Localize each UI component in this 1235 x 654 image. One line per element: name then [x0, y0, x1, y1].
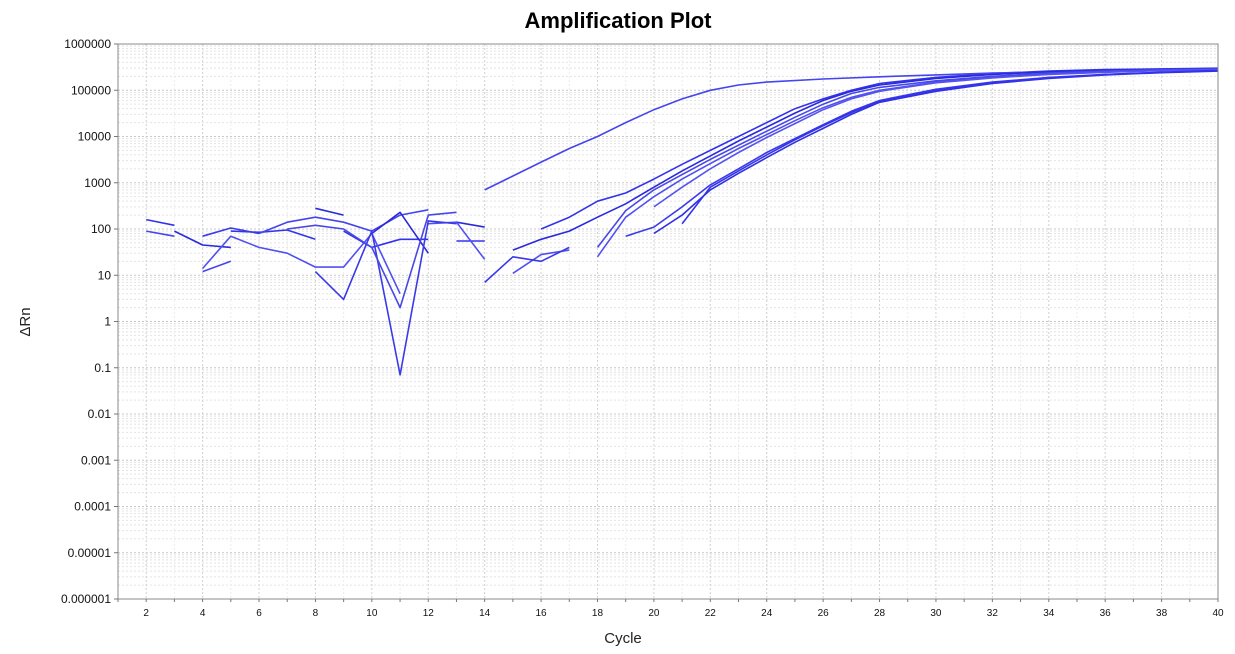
x-tick-label: 28	[874, 608, 886, 619]
y-axis: 1000000 100000 10000 1000 100 10 1 0.1 0.01 0.001…	[61, 37, 118, 606]
series-line-2	[146, 230, 175, 237]
x-tick-label: 16	[536, 608, 548, 619]
series-line-6	[287, 211, 457, 309]
y-tick-label: 1000	[84, 176, 111, 190]
x-tick-label: 30	[930, 608, 942, 619]
x-tick-label: 14	[479, 608, 491, 619]
series-line-9	[681, 69, 1219, 225]
x-tick-label: 36	[1100, 608, 1112, 619]
series-line-3	[456, 221, 485, 228]
chart-title: Amplification Plot	[525, 8, 713, 33]
series-line-4	[201, 232, 401, 295]
x-tick-label: 8	[313, 608, 319, 619]
y-tick-label: 100000	[71, 83, 111, 97]
x-tick-label: 34	[1043, 608, 1055, 619]
series-line-3	[315, 207, 344, 216]
y-tick-label: 10	[98, 268, 112, 282]
y-tick-label: 0.01	[88, 407, 112, 421]
x-tick-label: 10	[366, 608, 378, 619]
series-line-1	[146, 218, 175, 227]
x-axis-label: Cycle	[604, 630, 642, 647]
series-line-5	[202, 227, 260, 237]
x-tick-label: 18	[592, 608, 604, 619]
x-tick-label: 6	[256, 608, 262, 619]
x-tick-label: 12	[423, 608, 435, 619]
y-tick-label: 0.001	[81, 453, 111, 467]
y-tick-label: 0.000001	[61, 592, 111, 606]
series-line-5	[314, 220, 457, 376]
y-tick-label: 1000000	[64, 37, 111, 51]
x-tick-label: 24	[761, 608, 773, 619]
series-line-2	[202, 260, 232, 273]
x-tick-label: 40	[1212, 608, 1224, 619]
series-line-6	[596, 68, 1219, 248]
x-axis: 2 4 6 8 10 12 14 16 18 20 22 24 26 28 30 32 34 36 38 40	[117, 599, 1224, 619]
y-tick-label: 10000	[78, 130, 112, 144]
x-tick-label: 22	[705, 608, 717, 619]
series-line-5	[484, 246, 570, 283]
y-tick-label: 1	[104, 315, 111, 329]
y-tick-label: 100	[91, 222, 111, 236]
x-tick-label: 20	[648, 608, 660, 619]
x-tick-label: 32	[987, 608, 999, 619]
series-line-3	[371, 211, 429, 254]
series-line-1	[230, 229, 316, 241]
y-axis-label: ΔRn	[17, 307, 34, 336]
x-tick-label: 26	[818, 608, 830, 619]
series-line-1	[343, 230, 429, 249]
y-tick-label: 0.1	[94, 361, 111, 375]
grid-major	[118, 43, 1219, 600]
series-line-3	[512, 67, 1219, 251]
x-tick-label: 2	[143, 608, 149, 619]
y-tick-label: 0.0001	[74, 500, 111, 514]
x-tick-label: 38	[1156, 608, 1168, 619]
series-line-2	[258, 209, 429, 235]
series-layer	[146, 67, 1219, 376]
series-line-8	[653, 68, 1219, 208]
y-tick-label: 0.00001	[68, 546, 112, 560]
x-tick-label: 4	[200, 608, 206, 619]
series-line-4	[428, 221, 486, 260]
